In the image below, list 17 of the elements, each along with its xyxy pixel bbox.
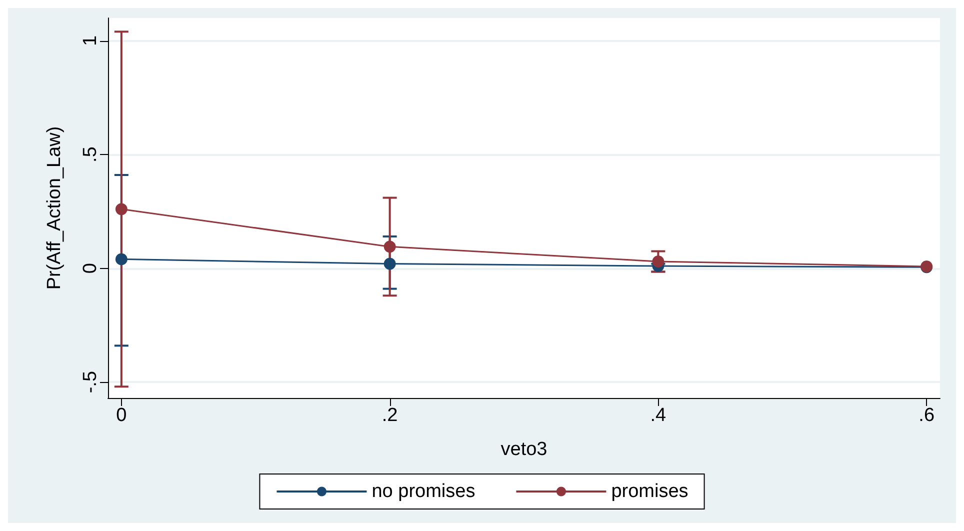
point bbox=[652, 255, 664, 268]
x-tick-label: .4 bbox=[650, 405, 667, 426]
point bbox=[115, 253, 128, 266]
point bbox=[115, 203, 128, 216]
y-tick-label: .5 bbox=[80, 146, 101, 162]
point bbox=[384, 240, 396, 253]
x-tick-label: .2 bbox=[382, 405, 398, 426]
y-tick-label: 0 bbox=[80, 263, 101, 274]
y-tick-label: -.5 bbox=[80, 370, 101, 394]
x-axis-title: veto3 bbox=[500, 439, 548, 460]
point bbox=[384, 258, 396, 270]
x-tick-label: 0 bbox=[116, 405, 127, 426]
x-tick-label: .6 bbox=[918, 405, 935, 426]
y-tick-label: 1 bbox=[80, 35, 101, 46]
legend-label: promises bbox=[611, 481, 688, 502]
y-axis-title: Pr(Aff_Action_Law) bbox=[44, 126, 65, 290]
legend-label: no promises bbox=[372, 481, 476, 502]
